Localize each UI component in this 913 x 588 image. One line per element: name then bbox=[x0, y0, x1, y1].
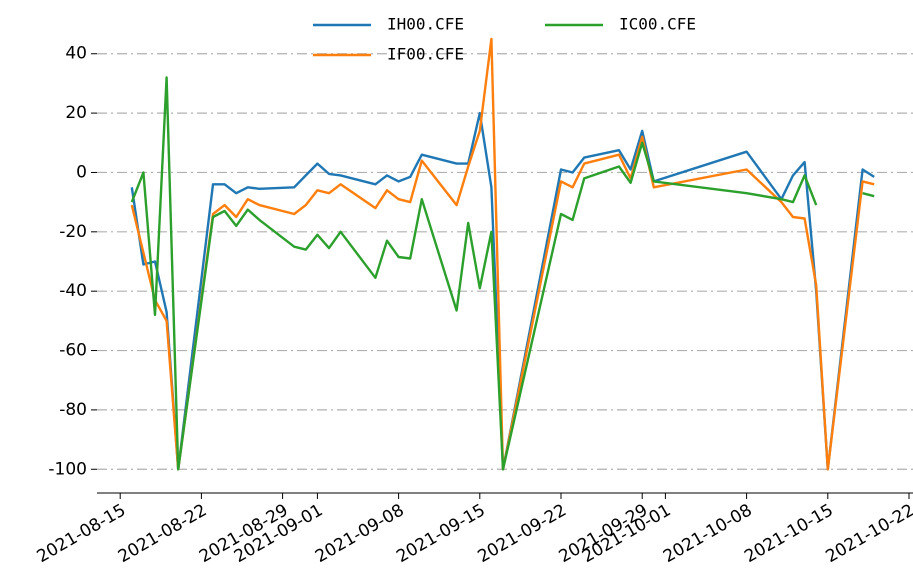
x-tick-label: 2021-10-15 bbox=[741, 500, 837, 567]
legend-label: IF00.CFE bbox=[387, 45, 464, 64]
legend-label: IC00.CFE bbox=[619, 15, 696, 34]
x-tick-label: 2021-09-08 bbox=[312, 500, 408, 567]
y-tick-label: -20 bbox=[59, 222, 87, 242]
y-tick-label: 20 bbox=[65, 103, 87, 123]
legend: IH00.CFE IF00.CFE IC00.CFE bbox=[313, 15, 696, 64]
x-tick-label: 2021-09-22 bbox=[474, 500, 570, 567]
y-tick-label: -100 bbox=[48, 459, 87, 479]
y-tick-label: -60 bbox=[59, 341, 87, 361]
series-line bbox=[130, 76, 875, 471]
legend-label: IH00.CFE bbox=[387, 15, 464, 34]
series-line bbox=[130, 37, 875, 471]
x-tick-label: 2021-08-15 bbox=[34, 500, 130, 567]
y-tick-label: 0 bbox=[76, 162, 87, 182]
x-tick-label: 2021-08-22 bbox=[115, 500, 211, 567]
x-tick-label: 2021-09-15 bbox=[393, 500, 489, 567]
y-tick-label: 40 bbox=[65, 44, 87, 64]
x-tick-label: 2021-10-08 bbox=[660, 500, 756, 567]
y-tick-label: -80 bbox=[59, 400, 87, 420]
y-tick-label: -40 bbox=[59, 281, 87, 301]
series-line bbox=[130, 111, 875, 471]
x-tick-label: 2021-10-22 bbox=[822, 500, 913, 567]
